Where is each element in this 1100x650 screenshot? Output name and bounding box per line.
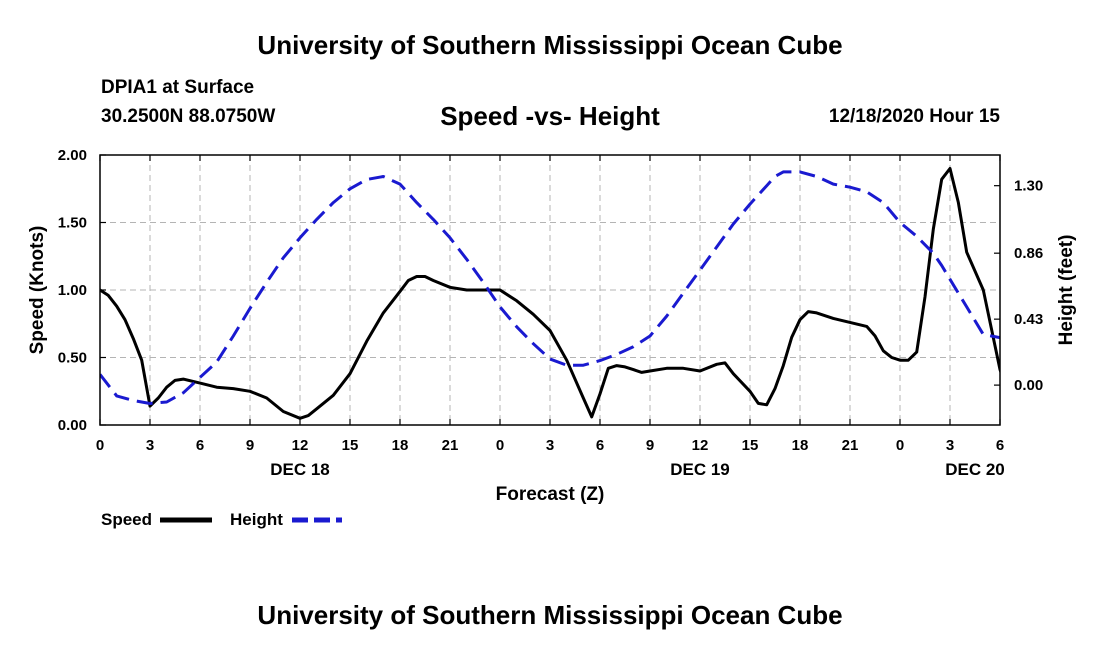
x-tick-label: 6 (596, 437, 604, 454)
y-tick-label: 1.50 (58, 215, 87, 232)
x-tick-label: 21 (842, 437, 859, 454)
y2-axis-label: Height (feet) (1056, 235, 1077, 346)
y2-tick-label: 0.86 (1014, 245, 1043, 262)
x-tick-label: 9 (646, 437, 654, 454)
x-tick-label: 0 (896, 437, 904, 454)
x-tick-label: 3 (546, 437, 554, 454)
chart-legend: Speed Height (101, 510, 342, 529)
station-label: DPIA1 at Surface (101, 77, 255, 98)
x-date-label: DEC 19 (670, 460, 730, 479)
y2-tick-label: 1.30 (1014, 178, 1043, 195)
chart-title: Speed -vs- Height (440, 101, 660, 131)
series-line-speed (100, 167, 1000, 420)
x-tick-label: 18 (792, 437, 809, 454)
x-tick-label: 15 (742, 437, 759, 454)
x-tick-label: 18 (392, 437, 409, 454)
page-title-top: University of Southern Mississippi Ocean… (257, 30, 843, 60)
series-line-height (100, 170, 1000, 405)
station-coordinates: 30.2500N 88.0750W (101, 106, 276, 127)
x-tick-label: 21 (442, 437, 459, 454)
forecast-date-hour: 12/18/2020 Hour 15 (828, 106, 1000, 127)
y2-tick-label: 0.43 (1014, 311, 1043, 328)
y-tick-label: 1.00 (58, 282, 87, 299)
chart-series (100, 167, 1000, 420)
x-tick-label: 0 (496, 437, 504, 454)
x-date-label: DEC 18 (270, 460, 330, 479)
legend-speed-label: Speed (101, 510, 152, 529)
chart-grid (100, 155, 1000, 425)
x-date-label: DEC 20 (945, 460, 1005, 479)
x-tick-label: 6 (996, 437, 1004, 454)
y-tick-label: 0.50 (58, 350, 87, 367)
y-axis-label: Speed (Knots) (27, 226, 48, 355)
y-tick-label: 0.00 (58, 417, 87, 434)
x-tick-label: 15 (342, 437, 359, 454)
x-tick-label: 9 (246, 437, 254, 454)
x-tick-label: 12 (692, 437, 709, 454)
x-axis-label: Forecast (Z) (496, 484, 605, 505)
page-title-bottom: University of Southern Mississippi Ocean… (257, 600, 843, 630)
x-tick-label: 12 (292, 437, 309, 454)
x-tick-label: 3 (146, 437, 154, 454)
x-tick-label: 3 (946, 437, 954, 454)
x-tick-label: 0 (96, 437, 104, 454)
y2-tick-label: 0.00 (1014, 377, 1043, 394)
chart-axes: 0 3 6 9 12 15 18 21 0 3 6 9 12 15 18 21 0 3 6 0.00 0.50 1.00 1… (58, 147, 1043, 479)
y-tick-label: 2.00 (58, 147, 87, 164)
x-tick-label: 6 (196, 437, 204, 454)
legend-height-label: Height (230, 510, 283, 529)
